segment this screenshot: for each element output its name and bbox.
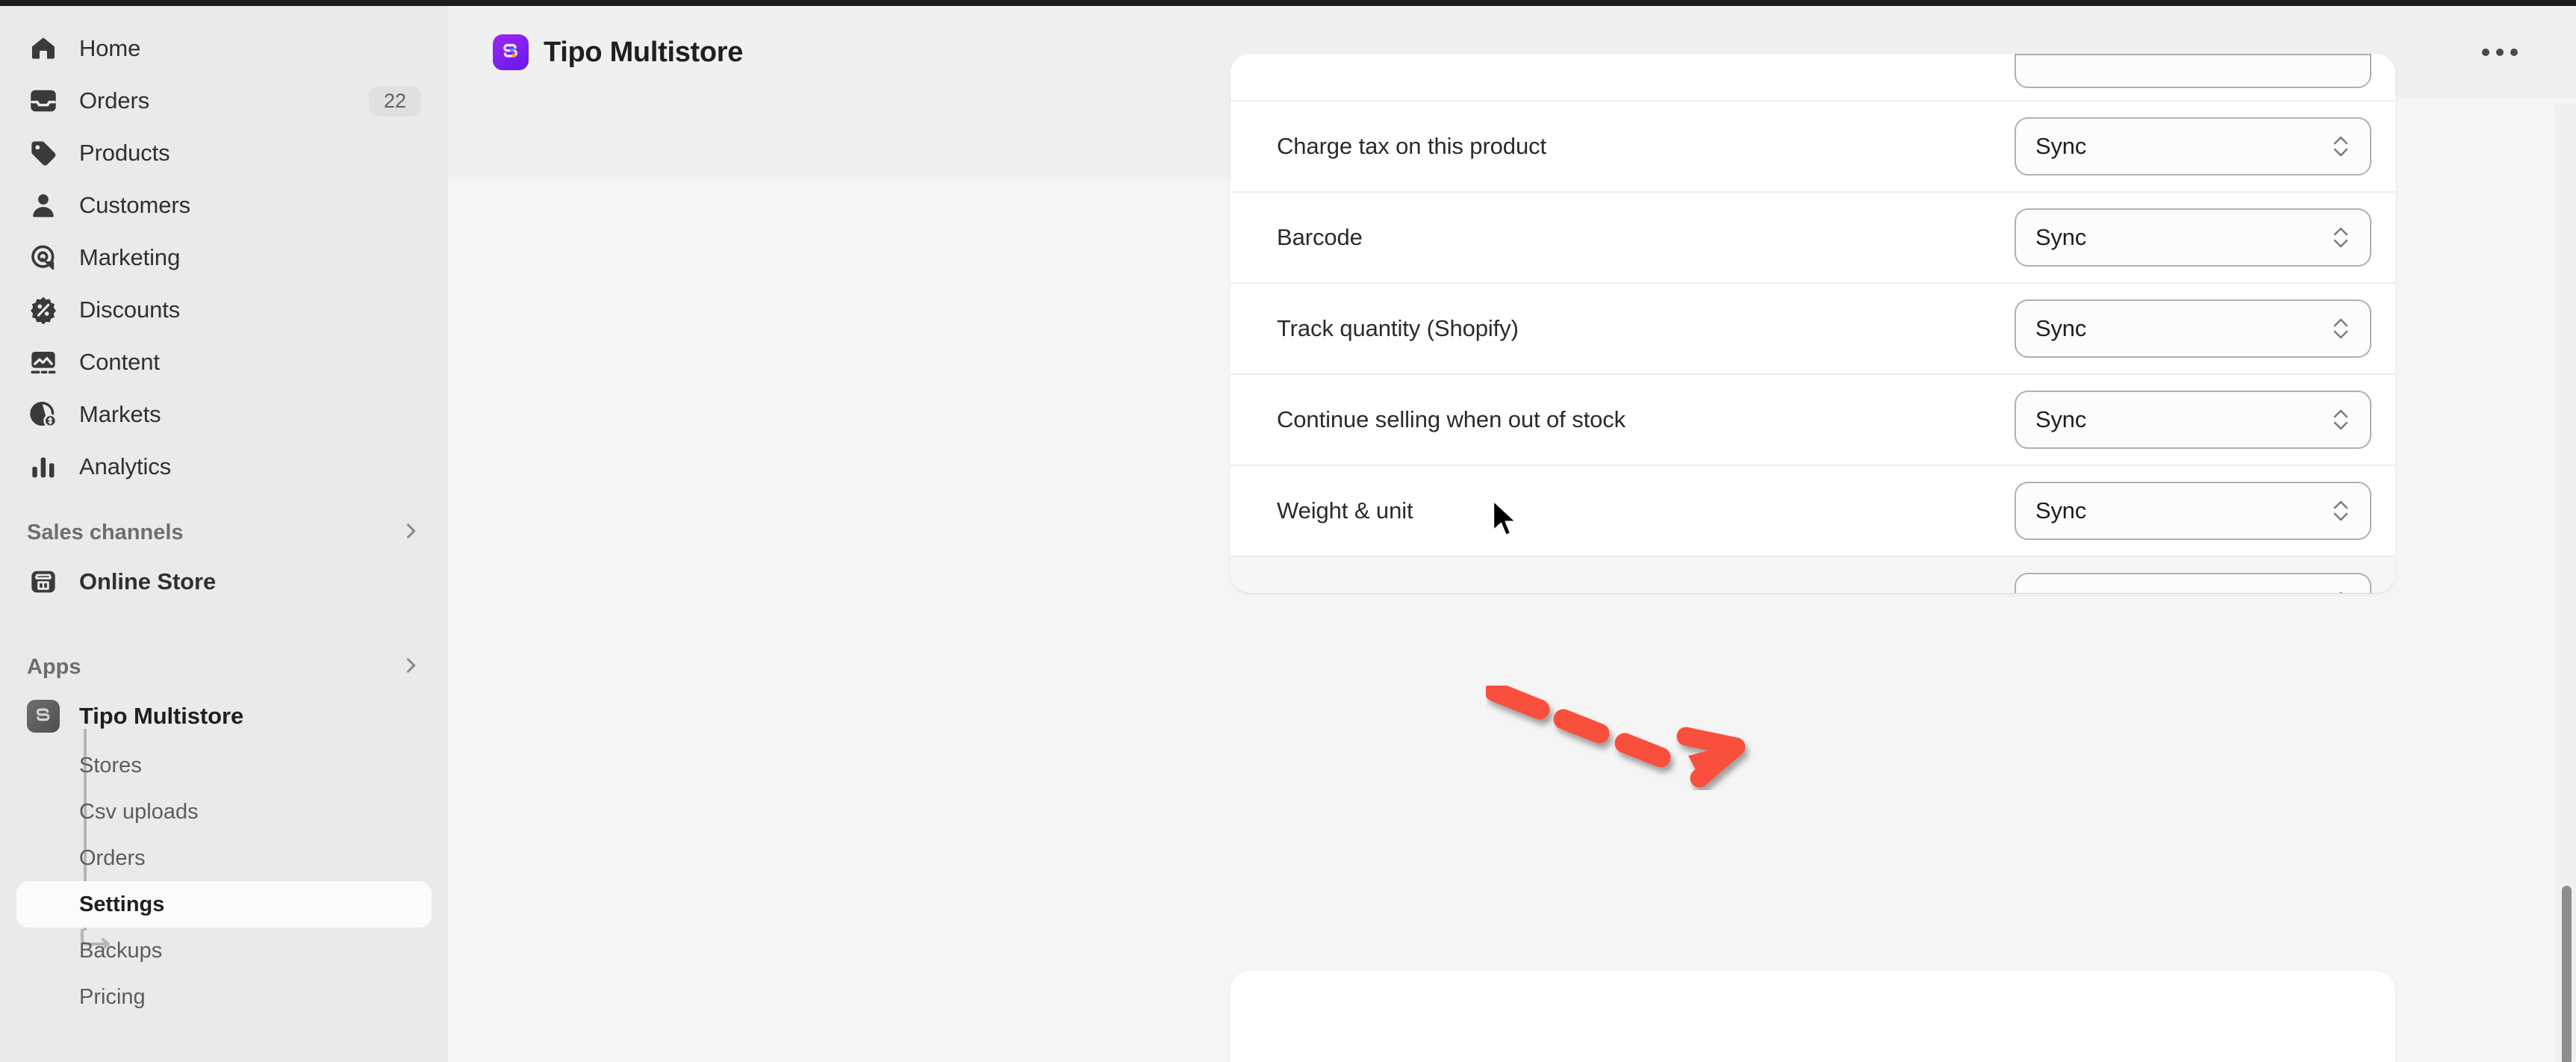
chevron-updown-icon xyxy=(2331,588,2351,593)
section-label: Apps xyxy=(27,654,81,679)
sidebar-item-tipo-multistore[interactable]: Tipo Multistore xyxy=(16,690,432,742)
sidebar-item-orders[interactable]: Orders 22 xyxy=(16,75,432,127)
table-row: Weight & unit Sync xyxy=(1231,465,2395,556)
row-label: Continue selling when out of stock xyxy=(1277,406,1626,432)
tipo-app-icon xyxy=(493,34,529,70)
subitem-label: Settings xyxy=(79,892,165,916)
sidebar-item-label: Orders xyxy=(79,87,150,114)
tree-connector-line xyxy=(84,729,87,931)
sidebar-subitem-backups[interactable]: Backups xyxy=(16,928,432,974)
storefront-icon xyxy=(27,565,60,598)
page-title: Tipo Multistore xyxy=(544,36,744,68)
table-row: Charge tax on this product Sync xyxy=(1231,100,2395,191)
next-settings-card xyxy=(1231,971,2395,1062)
main-sidebar: Home Orders 22 Products Customers xyxy=(0,6,448,1062)
chevron-updown-icon xyxy=(2331,406,2351,434)
table-row: Track quantity (Shopify) Sync xyxy=(1231,282,2395,373)
marketing-target-icon xyxy=(27,241,60,274)
sidebar-subitem-settings[interactable]: Settings xyxy=(16,881,432,928)
sync-select-fulfillment-service[interactable]: Sync xyxy=(2015,573,2371,593)
content-image-icon xyxy=(27,346,60,379)
window-chrome-bar xyxy=(0,0,2576,6)
sidebar-subitem-csv-uploads[interactable]: Csv uploads xyxy=(16,789,432,835)
chevron-updown-icon xyxy=(2331,314,2351,343)
sidebar-item-label: Home xyxy=(79,35,141,61)
sidebar-item-marketing[interactable]: Marketing xyxy=(16,232,432,284)
sync-select-charge-tax[interactable]: Sync xyxy=(2015,117,2371,176)
table-row: Barcode Sync xyxy=(1231,191,2395,282)
sidebar-item-label: Customers xyxy=(79,192,190,218)
sidebar-subitem-stores[interactable]: Stores xyxy=(16,742,432,789)
sidebar-section-apps[interactable]: Apps xyxy=(16,644,432,690)
chevron-right-icon xyxy=(400,521,421,545)
sidebar-subitem-pricing[interactable]: Pricing xyxy=(16,974,432,1020)
chevron-updown-icon xyxy=(2331,223,2351,252)
select-value: Sync xyxy=(2035,497,2087,524)
sidebar-item-home[interactable]: Home xyxy=(16,22,432,75)
sync-select-partial[interactable]: Sync xyxy=(2015,54,2371,88)
sync-select-track-quantity[interactable]: Sync xyxy=(2015,299,2371,358)
subitem-label: Orders xyxy=(79,845,146,870)
sidebar-item-online-store[interactable]: Online Store xyxy=(16,556,432,608)
sync-settings-card: Sync Charge tax on this product Sync Bar… xyxy=(1231,54,2395,593)
sidebar-item-label: Marketing xyxy=(79,244,181,270)
table-row: Fulfillment Service Sync xyxy=(1231,556,2395,593)
subitem-label: Pricing xyxy=(79,984,146,1009)
sidebar-item-customers[interactable]: Customers xyxy=(16,179,432,232)
sidebar-section-sales-channels[interactable]: Sales channels xyxy=(16,509,432,556)
sidebar-item-analytics[interactable]: Analytics xyxy=(16,441,432,493)
row-label: Weight & unit xyxy=(1277,497,1413,524)
sync-select-weight-unit[interactable]: Sync xyxy=(2015,482,2371,540)
row-label: Charge tax on this product xyxy=(1277,133,1546,159)
sidebar-item-label: Discounts xyxy=(79,296,181,323)
sidebar-item-label: Online Store xyxy=(79,568,217,594)
sync-select-continue-selling[interactable]: Sync xyxy=(2015,391,2371,449)
settings-scroll-region: Sync Charge tax on this product Sync Bar… xyxy=(448,54,2576,1062)
product-tag-icon xyxy=(27,137,60,170)
select-value: Sync xyxy=(2035,589,2086,593)
select-value: Sync xyxy=(2035,315,2087,341)
more-horizontal-icon[interactable] xyxy=(2468,38,2531,66)
subitem-label: Csv uploads xyxy=(79,799,199,824)
subitem-label: Backups xyxy=(79,938,163,963)
sidebar-item-label: Content xyxy=(79,349,160,375)
tree-arrow-icon xyxy=(81,929,110,950)
discount-percent-icon xyxy=(27,294,60,326)
sidebar-item-label: Tipo Multistore xyxy=(79,703,244,729)
sidebar-item-content[interactable]: Content xyxy=(16,336,432,388)
analytics-bars-icon xyxy=(27,450,60,483)
chevron-updown-icon xyxy=(2331,132,2351,161)
home-icon xyxy=(27,32,60,65)
sync-select-barcode[interactable]: Sync xyxy=(2015,208,2371,267)
chevron-right-icon xyxy=(400,655,421,680)
row-label: Barcode xyxy=(1277,224,1363,250)
select-value: Sync xyxy=(2035,406,2087,432)
select-value: Sync xyxy=(2035,224,2087,250)
orders-inbox-icon xyxy=(27,84,60,117)
row-label: Fulfillment Service xyxy=(1277,589,1464,593)
table-row: Continue selling when out of stock Sync xyxy=(1231,373,2395,465)
main-content-area: Tipo Multistore Sync Charge tax on this … xyxy=(448,6,2576,1062)
header-band-decoration xyxy=(448,99,1266,179)
sidebar-item-label: Markets xyxy=(79,401,161,427)
app-title-group: Tipo Multistore xyxy=(493,34,743,70)
markets-globe-icon xyxy=(27,398,60,431)
sidebar-item-label: Products xyxy=(79,140,170,166)
sidebar-item-label: Analytics xyxy=(79,453,172,479)
vertical-scrollbar-thumb[interactable] xyxy=(2562,886,2572,1062)
orders-count-badge: 22 xyxy=(368,85,421,117)
sidebar-item-discounts[interactable]: Discounts xyxy=(16,284,432,336)
chevron-updown-icon xyxy=(2331,497,2351,525)
select-value: Sync xyxy=(2035,133,2087,159)
subitem-label: Stores xyxy=(79,753,142,777)
row-label: Track quantity (Shopify) xyxy=(1277,315,1519,341)
section-label: Sales channels xyxy=(27,520,184,544)
table-row-partial: Sync xyxy=(1231,54,2395,100)
sidebar-item-products[interactable]: Products xyxy=(16,127,432,179)
customer-person-icon xyxy=(27,189,60,222)
sidebar-item-markets[interactable]: Markets xyxy=(16,388,432,441)
sidebar-subitem-orders[interactable]: Orders xyxy=(16,835,432,881)
tipo-app-icon xyxy=(27,700,60,733)
